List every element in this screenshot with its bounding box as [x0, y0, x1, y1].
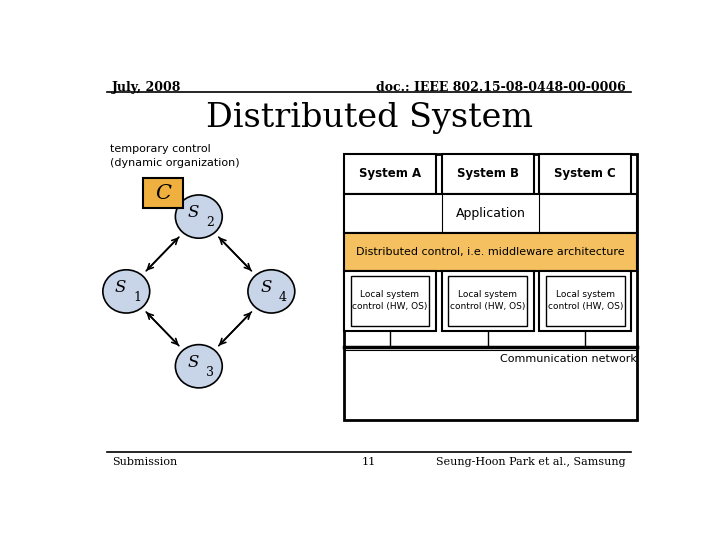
Bar	[351, 275, 429, 326]
Text: S: S	[260, 279, 271, 296]
Bar	[546, 275, 624, 326]
Ellipse shape	[248, 270, 294, 313]
Bar	[441, 271, 534, 331]
Text: 1: 1	[133, 291, 141, 304]
Bar	[344, 194, 636, 233]
Text: 3: 3	[206, 366, 214, 379]
Ellipse shape	[176, 345, 222, 388]
Bar	[449, 275, 527, 326]
Text: System B: System B	[456, 167, 518, 180]
Text: Seung-Hoon Park et al., Samsung: Seung-Hoon Park et al., Samsung	[436, 457, 626, 467]
Text: S: S	[187, 354, 199, 370]
Bar	[344, 233, 636, 271]
Text: Distributed control, i.e. middleware architecture: Distributed control, i.e. middleware arc…	[356, 247, 625, 257]
Ellipse shape	[176, 195, 222, 238]
Bar	[344, 154, 636, 420]
Bar	[539, 154, 631, 194]
Text: System C: System C	[554, 167, 616, 180]
Text: July, 2008: July, 2008	[112, 82, 181, 94]
Text: S: S	[115, 279, 127, 296]
Bar	[344, 271, 436, 331]
Text: 11: 11	[362, 457, 376, 467]
Ellipse shape	[103, 270, 150, 313]
Text: temporary control
(dynamic organization): temporary control (dynamic organization)	[109, 144, 239, 168]
Text: S: S	[187, 204, 199, 221]
Text: 2: 2	[206, 217, 214, 230]
Text: Submission: Submission	[112, 457, 178, 467]
Bar	[143, 178, 183, 208]
Text: Local system
control (HW, OS): Local system control (HW, OS)	[352, 291, 428, 311]
Bar	[539, 271, 631, 331]
Text: Local system
control (HW, OS): Local system control (HW, OS)	[450, 291, 526, 311]
Bar	[344, 154, 436, 194]
Text: C: C	[155, 184, 171, 203]
Bar	[441, 154, 534, 194]
Text: Local system
control (HW, OS): Local system control (HW, OS)	[547, 291, 623, 311]
Text: 4: 4	[279, 291, 287, 304]
Text: Communication network: Communication network	[500, 354, 637, 364]
Text: Application: Application	[456, 207, 526, 220]
Text: System A: System A	[359, 167, 421, 180]
Text: Distributed System: Distributed System	[205, 102, 533, 134]
Text: doc.: IEEE 802.15-08-0448-00-0006: doc.: IEEE 802.15-08-0448-00-0006	[376, 82, 626, 94]
